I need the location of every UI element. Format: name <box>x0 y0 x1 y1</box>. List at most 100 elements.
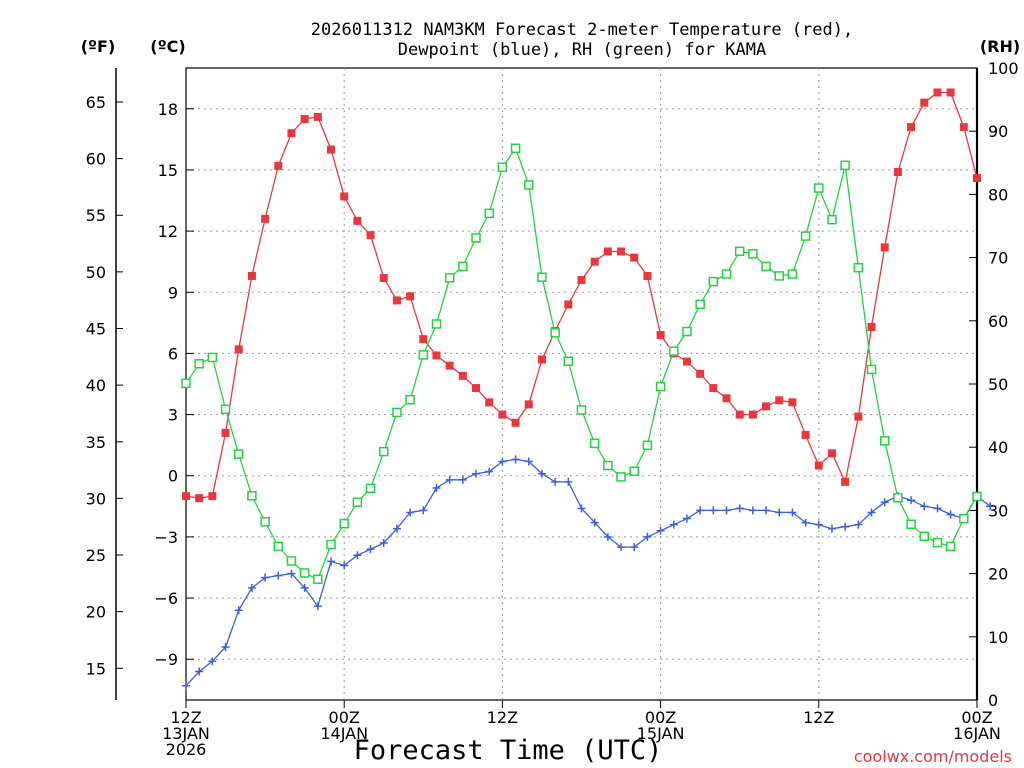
temperature-point <box>208 492 217 501</box>
dewpoint-point <box>274 571 283 580</box>
fahrenheit-axis: 65 60 55 50 45 40 35 30 25 20 15 <box>86 93 123 678</box>
rh-point <box>655 381 666 392</box>
dewpoint-point <box>946 510 955 519</box>
rh-point <box>339 518 349 529</box>
dewpoint-point <box>696 506 705 515</box>
series-rh <box>181 143 982 585</box>
dewpoint-point <box>630 543 639 552</box>
rh-point <box>761 261 771 272</box>
dewpoint-point <box>986 502 995 511</box>
celsius-tick-label: 0 <box>168 467 178 486</box>
rh-point <box>959 513 969 524</box>
temperature-point <box>867 322 876 331</box>
rh-point <box>695 299 705 310</box>
fahrenheit-tick-label: 15 <box>86 659 106 678</box>
temperature-point <box>946 88 955 97</box>
temperature-point <box>313 112 322 121</box>
rh-point <box>589 438 600 449</box>
rh-point <box>181 378 191 389</box>
temperature-point <box>959 123 968 132</box>
time-tick-label: 13JAN <box>162 724 210 743</box>
series-temperature <box>182 88 981 503</box>
fahrenheit-tick-label: 25 <box>86 546 106 565</box>
dewpoint-point <box>537 469 546 478</box>
rh-tick-label: 70 <box>988 249 1008 268</box>
temperature-point <box>511 418 520 427</box>
rh-point <box>774 271 784 281</box>
temperature-point <box>353 216 362 225</box>
temperature-point <box>748 410 757 419</box>
rh-point <box>379 446 389 457</box>
time-tick-label: 12Z <box>487 708 518 727</box>
temperature-point <box>366 231 375 240</box>
rh-point <box>431 319 442 329</box>
temperature-point <box>564 300 573 309</box>
dewpoint-point <box>300 583 309 592</box>
fahrenheit-tick-label: 65 <box>86 93 106 112</box>
temperature-point <box>775 396 784 405</box>
temperature-point <box>814 461 823 470</box>
temperature-point <box>182 492 190 501</box>
time-tick-label: 00Z <box>329 708 360 727</box>
time-tick-label: 14JAN <box>320 724 368 743</box>
temperature-point <box>696 369 705 378</box>
fahrenheit-tick-label: 35 <box>86 433 106 452</box>
rh-point <box>682 326 692 337</box>
time-tick-label: 2026 <box>166 740 207 759</box>
rh-point <box>827 214 837 225</box>
temperature-point <box>577 276 586 285</box>
rh-tick-label: 10 <box>988 628 1008 647</box>
rh-tick-label: 20 <box>988 565 1008 584</box>
dewpoint-point <box>327 557 336 566</box>
rh-point <box>352 497 363 507</box>
rh-tick-label: 50 <box>988 375 1008 394</box>
temperature-point <box>445 361 454 370</box>
time-tick-label: 00Z <box>645 708 676 727</box>
temperature-point <box>392 296 401 305</box>
x-axis-title: Forecast Time (UTC) <box>354 735 663 766</box>
rh-point <box>840 160 850 171</box>
temperature-point <box>458 371 467 380</box>
dewpoint-point <box>682 514 691 523</box>
time-tick-label: 15JAN <box>637 724 685 743</box>
rh-point <box>365 483 376 494</box>
temperature-point <box>643 271 652 280</box>
credit-text: coolwx.com/models <box>854 747 1012 766</box>
temperature-point <box>300 114 309 123</box>
temperature-point <box>287 129 296 138</box>
rh-point <box>669 346 679 356</box>
celsius-tick-label: 18 <box>158 100 178 119</box>
temperature-point <box>630 253 639 262</box>
dewpoint-point <box>524 457 533 466</box>
rh-line <box>185 146 978 581</box>
temperature-line <box>185 91 978 499</box>
rh-tick-label: 80 <box>988 185 1008 204</box>
dewpoint-point <box>748 506 757 515</box>
temperature-point <box>880 243 889 252</box>
temperature-point <box>406 292 415 301</box>
temperature-point <box>603 247 612 256</box>
celsius-tick-label: −6 <box>154 589 178 608</box>
dewpoint-point <box>656 526 665 535</box>
dewpoint-point <box>353 551 362 560</box>
rh-point <box>919 531 930 542</box>
dewpoint-point <box>775 508 784 517</box>
temperature-point <box>907 123 916 132</box>
rh-point <box>484 208 494 219</box>
temperature-point <box>709 384 718 393</box>
dewpoint-point <box>208 657 217 666</box>
dewpoint-point <box>762 506 771 515</box>
dewpoint-point <box>419 506 428 515</box>
temperature-point <box>854 412 863 421</box>
dewpoint-point <box>261 573 270 582</box>
rh-point <box>418 350 429 360</box>
rh-unit-label: (RH) <box>980 37 1020 56</box>
temperature-point <box>274 161 283 170</box>
rh-point <box>748 249 758 259</box>
dewpoint-point <box>669 520 678 529</box>
dewpoint-point <box>366 545 375 554</box>
dewpoint-point <box>182 681 190 690</box>
dewpoint-point <box>603 532 612 541</box>
fahrenheit-tick-label: 50 <box>86 263 106 282</box>
